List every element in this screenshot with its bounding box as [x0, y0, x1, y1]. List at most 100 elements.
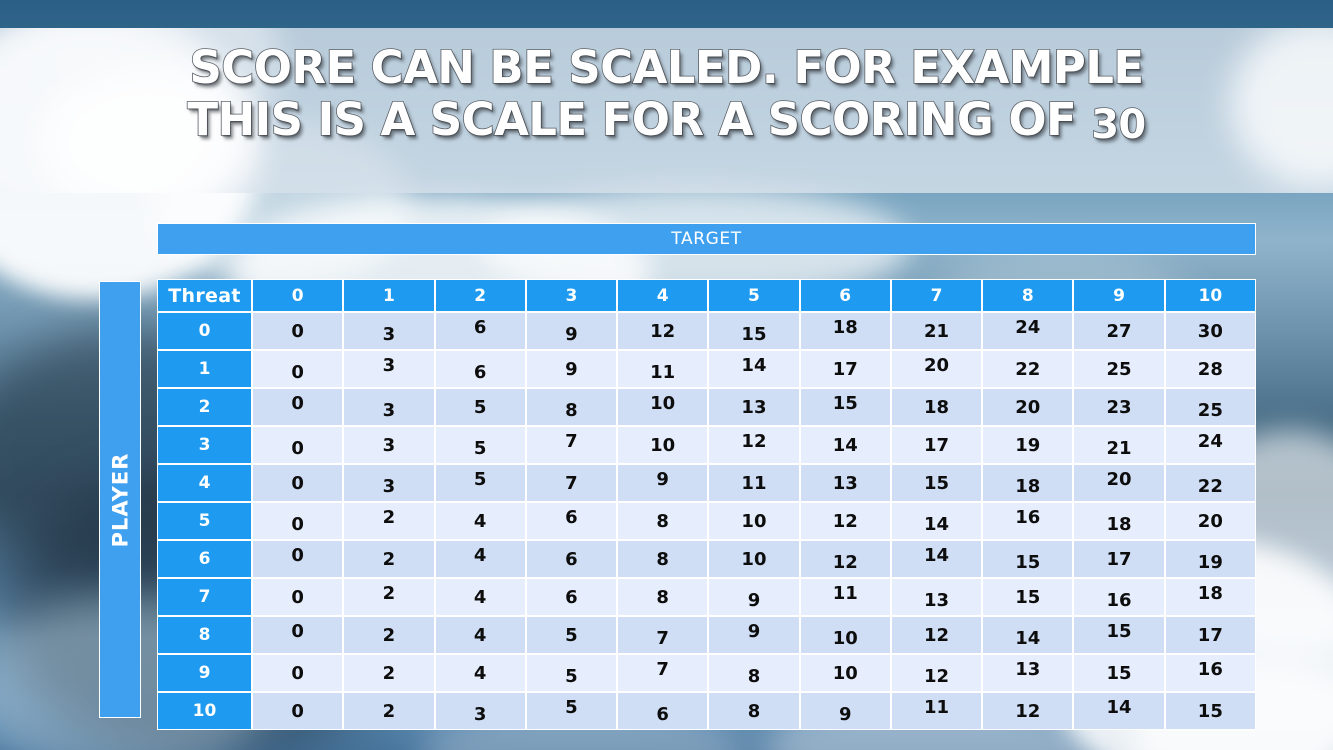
table-cell: 15 [799, 388, 891, 426]
table-cell: 10 [617, 426, 709, 464]
table-row: 4 0 3 5 7 9 11 13 15 18 20 22 [157, 464, 1256, 502]
table-cell-value: 25 [1197, 399, 1223, 421]
table-row: 7 0 2 4 6 8 9 11 13 15 16 18 [157, 578, 1256, 616]
table-cell: 5 [434, 388, 526, 426]
table-cell: 19 [1164, 540, 1256, 578]
table-cell: 19 [982, 426, 1074, 464]
table-cell-value: 16 [1197, 658, 1223, 680]
table-cell-value: 9 [747, 589, 761, 611]
table-cell-value: 12 [832, 551, 858, 573]
table-cell: 30 [1164, 312, 1256, 350]
table-cell-value: 5 [565, 696, 578, 718]
table-cell-value: 4 [473, 624, 487, 646]
table-cell-value: 12 [923, 624, 950, 646]
table-cell-value: 19 [1197, 551, 1223, 573]
table-cell-value: 4 [473, 586, 487, 608]
table-corner-header: Threat [157, 279, 252, 312]
table-cell-value: 8 [656, 548, 669, 570]
table-cell-value: 8 [747, 700, 761, 722]
table-cell: 10 [799, 616, 891, 654]
target-axis-label-text: TARGET [671, 229, 742, 249]
table-cell: 16 [982, 502, 1074, 540]
table-column-header: 4 [617, 279, 709, 312]
table-cell-value: 12 [923, 665, 950, 687]
table-cell-value: 0 [291, 437, 304, 459]
table-row-header: 2 [157, 388, 252, 426]
table-cell-value: 6 [565, 506, 578, 528]
table-head: Threat 0 1 2 3 4 5 6 7 8 9 10 [157, 279, 1256, 312]
table-cell-value: 0 [291, 392, 304, 414]
table-cell-value: 6 [656, 703, 669, 725]
table-cell-value: 14 [832, 434, 858, 456]
table-row-header: 0 [157, 312, 252, 350]
table-cell-value: 18 [1197, 582, 1223, 604]
table-cell-value: 10 [650, 392, 676, 414]
table-cell: 8 [617, 578, 709, 616]
table-cell: 4 [434, 654, 526, 692]
table-cell: 5 [525, 616, 618, 654]
table-row: 10 0 2 3 5 6 8 9 11 12 14 15 [157, 692, 1256, 730]
table-cell: 15 [982, 540, 1074, 578]
table-cell: 4 [434, 616, 526, 654]
table-cell-value: 3 [382, 323, 396, 345]
table-cell: 7 [617, 654, 709, 692]
table-cell-value: 19 [1015, 434, 1041, 456]
table-cell-value: 4 [473, 544, 487, 566]
table-cell-value: 9 [656, 468, 669, 490]
table-row: 3 0 3 5 7 10 12 14 17 19 21 24 [157, 426, 1256, 464]
table-cell: 14 [982, 616, 1074, 654]
table-cell-value: 15 [1106, 620, 1132, 642]
table-cell-value: 16 [1015, 506, 1041, 528]
table-cell: 25 [1073, 350, 1165, 388]
table-row: 5 0 2 4 6 8 10 12 14 16 18 20 [157, 502, 1256, 540]
player-axis-label: PLAYER [99, 281, 141, 718]
table-cell: 10 [708, 502, 800, 540]
table-cell: 0 [252, 426, 344, 464]
table-cell-value: 22 [1015, 358, 1041, 380]
table-column-header: 2 [434, 279, 526, 312]
table-cell: 11 [617, 350, 709, 388]
table-cell-value: 14 [741, 354, 767, 376]
table-cell-value: 3 [382, 475, 396, 497]
table-column-header: 8 [982, 279, 1074, 312]
cloud-shape [40, 68, 260, 193]
table-cell-value: 6 [565, 548, 578, 570]
table-cell-value: 13 [1015, 658, 1041, 680]
table-cell-value: 24 [1197, 430, 1223, 452]
table-row: 6 0 2 4 6 8 10 12 14 15 17 19 [157, 540, 1256, 578]
table-cell: 20 [1073, 464, 1165, 502]
table-cell: 13 [799, 464, 891, 502]
table-cell-value: 7 [565, 472, 578, 494]
table-row: 1 0 3 6 9 11 14 17 20 22 25 28 [157, 350, 1256, 388]
table-cell: 8 [617, 502, 709, 540]
table-cell: 0 [252, 616, 344, 654]
table-cell: 10 [799, 654, 891, 692]
table-cell-value: 0 [291, 586, 304, 608]
table-cell-value: 24 [1015, 316, 1041, 338]
table-cell: 5 [434, 464, 526, 502]
table-cell: 13 [708, 388, 800, 426]
table-cell: 8 [617, 540, 709, 578]
table-cell-value: 8 [565, 399, 578, 421]
table-cell-value: 2 [382, 662, 396, 684]
table-cell: 9 [525, 312, 618, 350]
table-cell: 11 [799, 578, 891, 616]
table-cell-value: 23 [1106, 396, 1132, 418]
table-cell-value: 15 [741, 323, 767, 345]
table-cell-value: 0 [291, 361, 304, 383]
table-cell: 9 [708, 578, 800, 616]
table-cell: 15 [708, 312, 800, 350]
table-cell-value: 0 [291, 472, 304, 494]
table-cell: 6 [434, 312, 526, 350]
player-axis-label-text: PLAYER [108, 452, 132, 547]
table-cell: 2 [343, 654, 435, 692]
table-cell-value: 13 [741, 396, 767, 418]
table-cell-value: 10 [741, 548, 767, 570]
table-cell: 8 [525, 388, 618, 426]
table-cell-value: 6 [473, 316, 487, 338]
table-cell: 3 [343, 388, 435, 426]
table-cell: 24 [982, 312, 1074, 350]
table-cell: 6 [525, 578, 618, 616]
table-cell: 4 [434, 578, 526, 616]
